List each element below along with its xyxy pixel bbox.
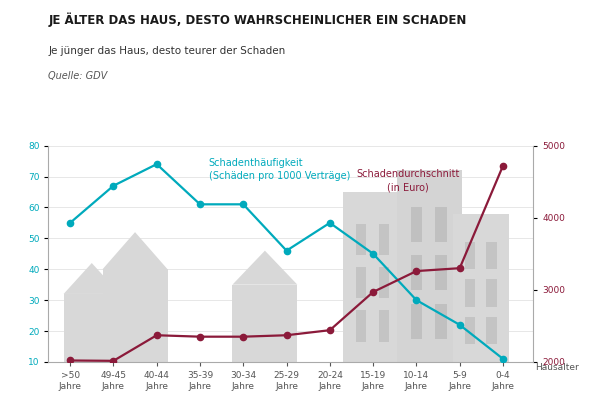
Text: Je jünger das Haus, desto teurer der Schaden: Je jünger das Haus, desto teurer der Sch… xyxy=(48,46,286,56)
Bar xyxy=(487,242,496,269)
Polygon shape xyxy=(64,263,120,294)
Bar xyxy=(356,267,367,298)
Text: Hausalter: Hausalter xyxy=(536,364,579,372)
Bar xyxy=(411,207,422,242)
Bar xyxy=(233,285,298,362)
Bar xyxy=(435,207,447,242)
Bar xyxy=(379,310,390,342)
Bar xyxy=(379,267,390,298)
Text: JE ÄLTER DAS HAUS, DESTO WAHRSCHEINLICHER EIN SCHADEN: JE ÄLTER DAS HAUS, DESTO WAHRSCHEINLICHE… xyxy=(48,12,467,27)
Bar xyxy=(64,294,120,362)
Polygon shape xyxy=(233,251,298,285)
Bar xyxy=(435,304,447,339)
Bar xyxy=(343,192,404,362)
Bar xyxy=(411,255,422,290)
Text: Schadenthäufigkeit
(Schäden pro 1000 Verträge): Schadenthäufigkeit (Schäden pro 1000 Ver… xyxy=(208,158,350,181)
Bar xyxy=(356,310,367,342)
Bar xyxy=(453,213,510,362)
Bar xyxy=(356,224,367,255)
Bar xyxy=(397,170,462,362)
Polygon shape xyxy=(102,232,167,269)
Bar xyxy=(465,317,475,344)
Bar xyxy=(465,242,475,269)
Text: Quelle: GDV: Quelle: GDV xyxy=(48,71,108,81)
Text: Schadendurchschnitt
(in Euro): Schadendurchschnitt (in Euro) xyxy=(356,169,459,193)
Bar xyxy=(379,224,390,255)
Bar xyxy=(487,317,496,344)
Bar xyxy=(411,304,422,339)
Bar xyxy=(102,269,167,362)
Bar xyxy=(487,280,496,307)
Bar xyxy=(465,280,475,307)
Bar xyxy=(435,255,447,290)
